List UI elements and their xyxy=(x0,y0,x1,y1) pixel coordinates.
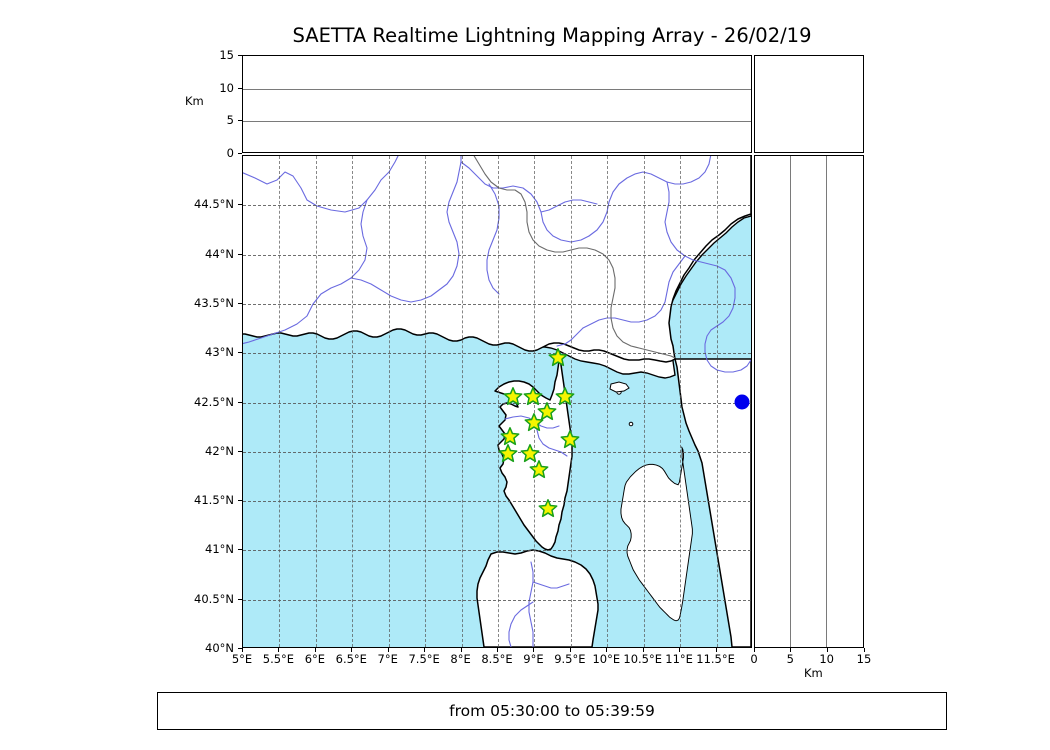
tick-top-10: 10 xyxy=(219,80,234,95)
tickmark-top-5 xyxy=(238,120,242,122)
tick-lat-40: 40°N xyxy=(205,641,234,655)
altitude-longitude-panel xyxy=(242,55,752,153)
tick-lon-10: 10°E xyxy=(592,652,621,666)
tickmark-lon-10.5 xyxy=(642,648,644,652)
time-range-box: from 05:30:00 to 05:39:59 xyxy=(157,692,947,730)
station-marker[interactable] xyxy=(520,443,540,462)
tickmark-lon-7.5 xyxy=(424,648,426,652)
tick-right-15: 15 xyxy=(856,652,872,666)
tickmark-lon-9.5 xyxy=(569,648,571,652)
right-panel-xlabel: Km xyxy=(804,666,823,680)
tick-top-15: 15 xyxy=(219,48,234,62)
tickmark-right-0 xyxy=(754,648,755,652)
tickmark-lat-41 xyxy=(238,549,242,551)
gridline-5km xyxy=(243,121,751,123)
tick-lon-6.5: 6.5°E xyxy=(335,652,367,666)
tick-lon-11: 11°E xyxy=(665,652,693,666)
tick-lat-40.5: 40.5°N xyxy=(194,591,234,606)
tick-lon-6: 6°E xyxy=(304,652,326,666)
tick-lat-42.5: 42.5°N xyxy=(194,394,234,409)
top-panel-ylabel: Km xyxy=(185,94,204,108)
gridline-right-10km xyxy=(825,156,827,647)
tickmark-lat-44.5 xyxy=(238,204,242,206)
tickmark-right-15 xyxy=(864,648,865,652)
station-marker[interactable] xyxy=(537,402,557,421)
tick-right-0: 0 xyxy=(750,652,758,666)
tick-top-5: 5 xyxy=(226,113,234,128)
tickmark-lon-6.5 xyxy=(351,648,353,652)
tickmark-lat-40.5 xyxy=(238,598,242,600)
tick-lat-43: 43°N xyxy=(205,345,234,360)
tickmark-lon-6 xyxy=(314,648,316,652)
tick-lon-10.5: 10.5°E xyxy=(623,652,663,666)
tick-lat-44: 44°N xyxy=(205,246,234,261)
tickmark-lat-43.5 xyxy=(238,302,242,304)
tickmark-lat-41.5 xyxy=(238,500,242,502)
tickmark-top-0 xyxy=(238,153,242,154)
tick-lon-8.5: 8.5°E xyxy=(481,652,513,666)
station-marker[interactable] xyxy=(560,429,580,449)
tick-lon-7: 7°E xyxy=(377,652,398,666)
altitude-histogram-panel xyxy=(754,55,864,153)
tick-lon-11.5: 11.5°E xyxy=(696,652,735,666)
tickmark-lat-42.5 xyxy=(238,401,242,403)
tickmark-lat-40 xyxy=(238,648,242,649)
tickmark-lat-42 xyxy=(238,450,242,452)
map-coastlines-overlay xyxy=(243,156,751,647)
tickmark-top-15 xyxy=(238,55,242,56)
tickmark-lon-11 xyxy=(679,648,681,652)
tick-lon-9: 9°E xyxy=(523,652,544,666)
station-marker[interactable] xyxy=(500,427,520,446)
tickmark-right-10 xyxy=(826,648,828,652)
tickmark-top-10 xyxy=(238,87,242,89)
tick-lat-44.5: 44.5°N xyxy=(194,197,234,212)
tickmark-lon-5.5 xyxy=(278,648,280,652)
tick-top-0: 0 xyxy=(226,146,234,160)
station-marker[interactable] xyxy=(498,443,518,462)
tickmark-lat-44 xyxy=(238,253,242,255)
station-marker[interactable] xyxy=(538,499,558,518)
tick-lon-5.5: 5.5°E xyxy=(262,652,295,666)
tick-lat-41.5: 41.5°N xyxy=(194,493,234,508)
gridline-10km xyxy=(243,88,751,90)
time-range-text: from 05:30:00 to 05:39:59 xyxy=(449,702,655,720)
station-marker[interactable] xyxy=(549,348,568,367)
station-marker[interactable] xyxy=(524,413,544,432)
station-marker[interactable] xyxy=(523,386,543,405)
tickmark-lon-5 xyxy=(242,648,243,652)
tickmark-lon-8 xyxy=(460,648,462,652)
tick-right-5: 5 xyxy=(786,652,794,666)
gridline-right-5km xyxy=(790,156,792,647)
tick-lon-5: 5°E xyxy=(231,652,253,666)
altitude-latitude-panel xyxy=(754,155,864,648)
tick-right-10: 10 xyxy=(819,652,834,666)
tick-lon-9.5: 9.5°E xyxy=(554,652,586,666)
page-title: SAETTA Realtime Lightning Mapping Array … xyxy=(292,24,812,47)
lightning-source-marker[interactable] xyxy=(734,394,750,409)
tickmark-lon-9 xyxy=(533,648,535,652)
station-marker[interactable] xyxy=(529,459,549,478)
tickmark-lat-43 xyxy=(238,352,242,354)
tick-lat-41: 41°N xyxy=(205,542,234,557)
tick-lat-42: 42°N xyxy=(205,443,234,458)
tickmark-lon-8.5 xyxy=(497,648,498,652)
station-marker[interactable] xyxy=(555,386,575,405)
tick-lat-43.5: 43.5°N xyxy=(194,295,234,310)
tick-lon-7.5: 7.5°E xyxy=(408,652,440,666)
tick-lon-8: 8°E xyxy=(450,652,471,666)
tickmark-lon-10 xyxy=(606,648,608,652)
tickmark-right-5 xyxy=(790,648,792,652)
lightning-map-panel[interactable] xyxy=(242,155,752,648)
station-marker[interactable] xyxy=(503,386,523,405)
tickmark-lon-7 xyxy=(387,648,389,652)
tickmark-lon-11.5 xyxy=(715,648,717,652)
